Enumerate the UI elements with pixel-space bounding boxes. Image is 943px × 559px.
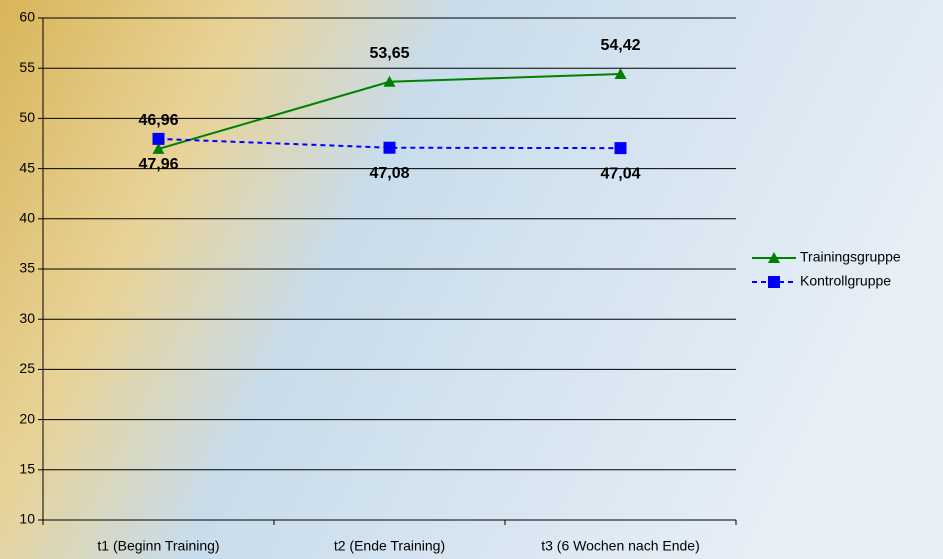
y-tick-label: 35 bbox=[19, 260, 35, 276]
point bbox=[614, 142, 627, 155]
point bbox=[383, 141, 396, 154]
value-label: 46,96 bbox=[138, 112, 178, 129]
y-tick-label: 45 bbox=[19, 159, 35, 175]
y-tick-label: 10 bbox=[19, 511, 35, 527]
legend-marker bbox=[768, 276, 780, 288]
value-label: 47,96 bbox=[138, 156, 178, 173]
value-label: 54,42 bbox=[600, 37, 640, 54]
y-tick-label: 30 bbox=[19, 310, 35, 326]
legend-label: Kontrollgruppe bbox=[800, 273, 891, 289]
y-tick-label: 50 bbox=[19, 109, 35, 125]
x-tick-label: t1 (Beginn Training) bbox=[97, 538, 219, 554]
value-label: 47,08 bbox=[369, 165, 409, 182]
point bbox=[383, 75, 396, 87]
y-tick-label: 25 bbox=[19, 360, 35, 376]
legend-label: Trainingsgruppe bbox=[800, 249, 901, 265]
point bbox=[152, 132, 165, 145]
value-label: 47,04 bbox=[600, 165, 640, 182]
x-tick-label: t2 (Ende Training) bbox=[334, 538, 445, 554]
point bbox=[614, 68, 627, 80]
y-tick-label: 15 bbox=[19, 461, 35, 477]
value-label: 53,65 bbox=[369, 45, 409, 62]
y-tick-label: 20 bbox=[19, 410, 35, 426]
x-tick-label: t3 (6 Wochen nach Ende) bbox=[541, 538, 700, 554]
y-tick-label: 55 bbox=[19, 59, 35, 75]
y-tick-label: 40 bbox=[19, 210, 35, 226]
y-tick-label: 60 bbox=[19, 9, 35, 25]
point bbox=[152, 142, 165, 154]
legend-marker bbox=[768, 252, 780, 263]
